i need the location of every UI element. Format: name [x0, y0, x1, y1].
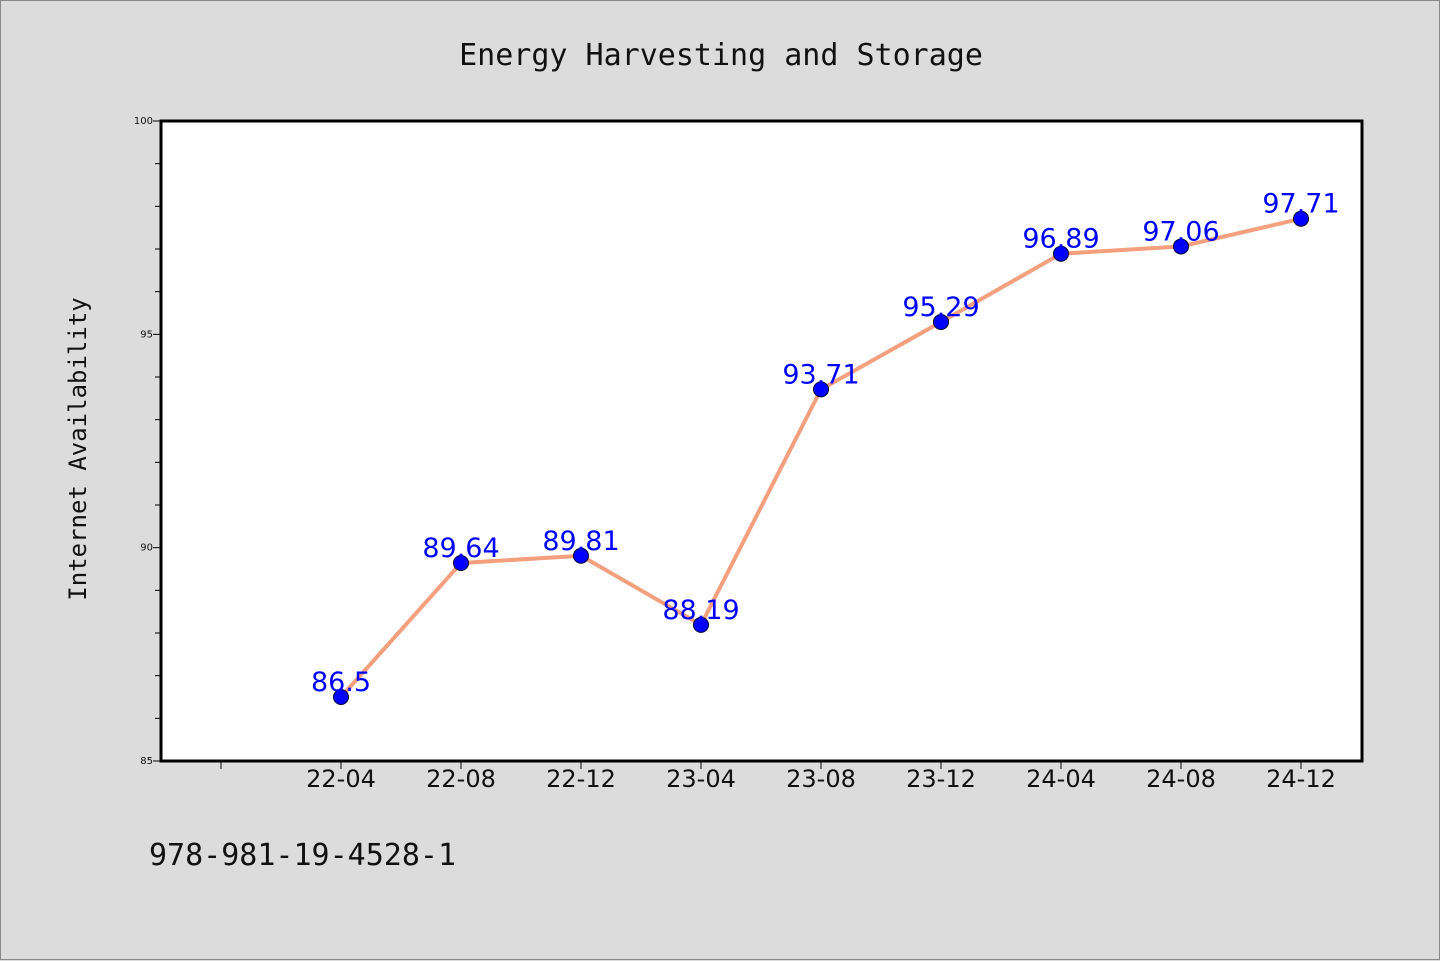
data-label: 96.89: [1022, 224, 1099, 255]
x-tick-label: 22-04: [306, 765, 376, 793]
y-axis-ticks: 85 90 95 100: [134, 116, 161, 767]
data-label: 97.06: [1142, 216, 1219, 247]
x-tick-label: 22-08: [426, 765, 496, 793]
y-tick-label: 95: [140, 329, 153, 340]
data-label: 89.64: [422, 533, 499, 564]
data-point: [1293, 210, 1309, 227]
x-tick-label: 23-12: [906, 765, 976, 793]
data-label: 95.29: [902, 292, 979, 323]
x-tick-label: 22-12: [546, 765, 616, 793]
x-axis-ticks: 22-04 22-08 22-12 23-04 23-08 23-12 24-04 24-08…: [220, 761, 1336, 793]
y-tick-label: 90: [140, 543, 153, 554]
data-label: 89.81: [542, 526, 619, 557]
data-point: [933, 313, 949, 330]
y-axis-label: Internet Availability: [64, 297, 92, 600]
x-tick-label: 24-12: [1266, 765, 1336, 793]
x-tick-label: 24-04: [1026, 765, 1096, 793]
data-point: [1053, 245, 1069, 262]
data-label: 97.71: [1262, 189, 1339, 220]
data-point: [573, 547, 589, 564]
data-point: [1173, 238, 1189, 255]
x-tick-label: 23-08: [786, 765, 856, 793]
series-layer: [333, 210, 1309, 705]
data-label: 88.19: [662, 595, 739, 626]
data-label: 93.71: [782, 359, 859, 390]
data-point: [693, 616, 709, 633]
data-labels-layer: 86.5 89.64 89.81 88.19 93.71 95.29 96.89 97.06 9…: [311, 189, 1340, 698]
y-tick-label: 100: [134, 116, 153, 127]
plot-area: [159, 119, 1364, 763]
footnote-isbn: 978-981-19-4528-1: [149, 838, 456, 873]
data-label: 86.5: [311, 667, 371, 698]
data-point: [813, 381, 829, 398]
y-tick-label: 85: [140, 756, 153, 767]
chart-title: Energy Harvesting and Storage: [459, 38, 983, 73]
x-tick-label: 23-04: [666, 765, 736, 793]
data-point: [333, 689, 349, 705]
data-point: [453, 555, 469, 572]
x-tick-label: 24-08: [1146, 765, 1216, 793]
